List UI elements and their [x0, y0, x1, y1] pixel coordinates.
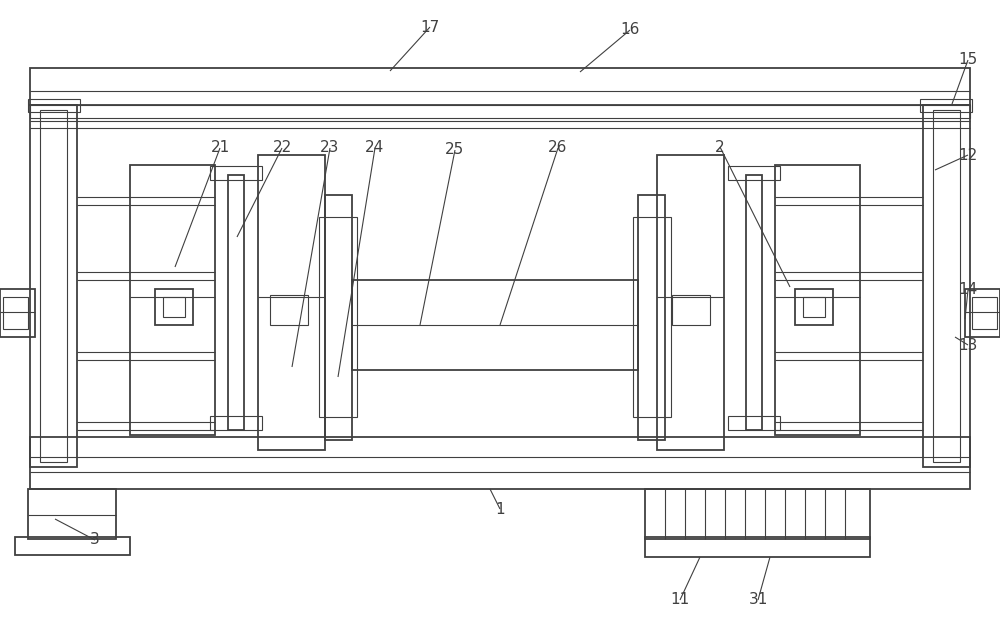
Bar [28, 99, 80, 112]
Text: 3: 3 [90, 532, 100, 547]
Bar [163, 297, 185, 317]
Bar [352, 280, 638, 370]
Bar [130, 165, 215, 435]
Bar [0, 289, 35, 337]
Bar [645, 489, 870, 539]
Text: 14: 14 [958, 283, 978, 297]
Bar [325, 195, 352, 440]
Bar [728, 416, 780, 430]
Bar [319, 217, 357, 417]
Bar [645, 537, 870, 557]
Bar [775, 165, 860, 435]
Bar [40, 110, 67, 462]
Bar [30, 105, 970, 118]
Bar [657, 155, 724, 450]
Bar [972, 297, 997, 329]
Bar [728, 166, 780, 180]
Text: 13: 13 [958, 337, 978, 352]
Text: 26: 26 [548, 140, 568, 155]
Text: 23: 23 [320, 140, 340, 155]
Bar [933, 110, 960, 462]
Text: 31: 31 [748, 593, 768, 608]
Bar [15, 537, 130, 555]
Text: 16: 16 [620, 23, 640, 38]
Bar [672, 295, 710, 325]
Text: 11: 11 [670, 593, 690, 608]
Bar [965, 289, 1000, 337]
Bar [270, 295, 308, 325]
Text: 15: 15 [958, 53, 978, 68]
Text: 12: 12 [958, 147, 978, 162]
Text: 24: 24 [365, 140, 385, 155]
Text: 2: 2 [715, 139, 725, 154]
Bar [746, 175, 762, 430]
Text: 22: 22 [272, 140, 292, 155]
Bar [210, 416, 262, 430]
Bar [3, 297, 28, 329]
Bar [30, 437, 970, 489]
Bar [920, 99, 972, 112]
Bar [638, 195, 665, 440]
Text: 25: 25 [445, 142, 465, 157]
Bar [28, 489, 116, 539]
Bar [228, 175, 244, 430]
Bar [923, 105, 970, 467]
Bar [155, 289, 193, 325]
Text: 1: 1 [495, 502, 505, 517]
Text: 21: 21 [210, 140, 230, 155]
Bar [803, 297, 825, 317]
Bar [633, 217, 671, 417]
Bar [795, 289, 833, 325]
Text: 17: 17 [420, 19, 440, 34]
Bar [210, 166, 262, 180]
Bar [30, 68, 970, 105]
Bar [30, 105, 77, 467]
Bar [258, 155, 325, 450]
